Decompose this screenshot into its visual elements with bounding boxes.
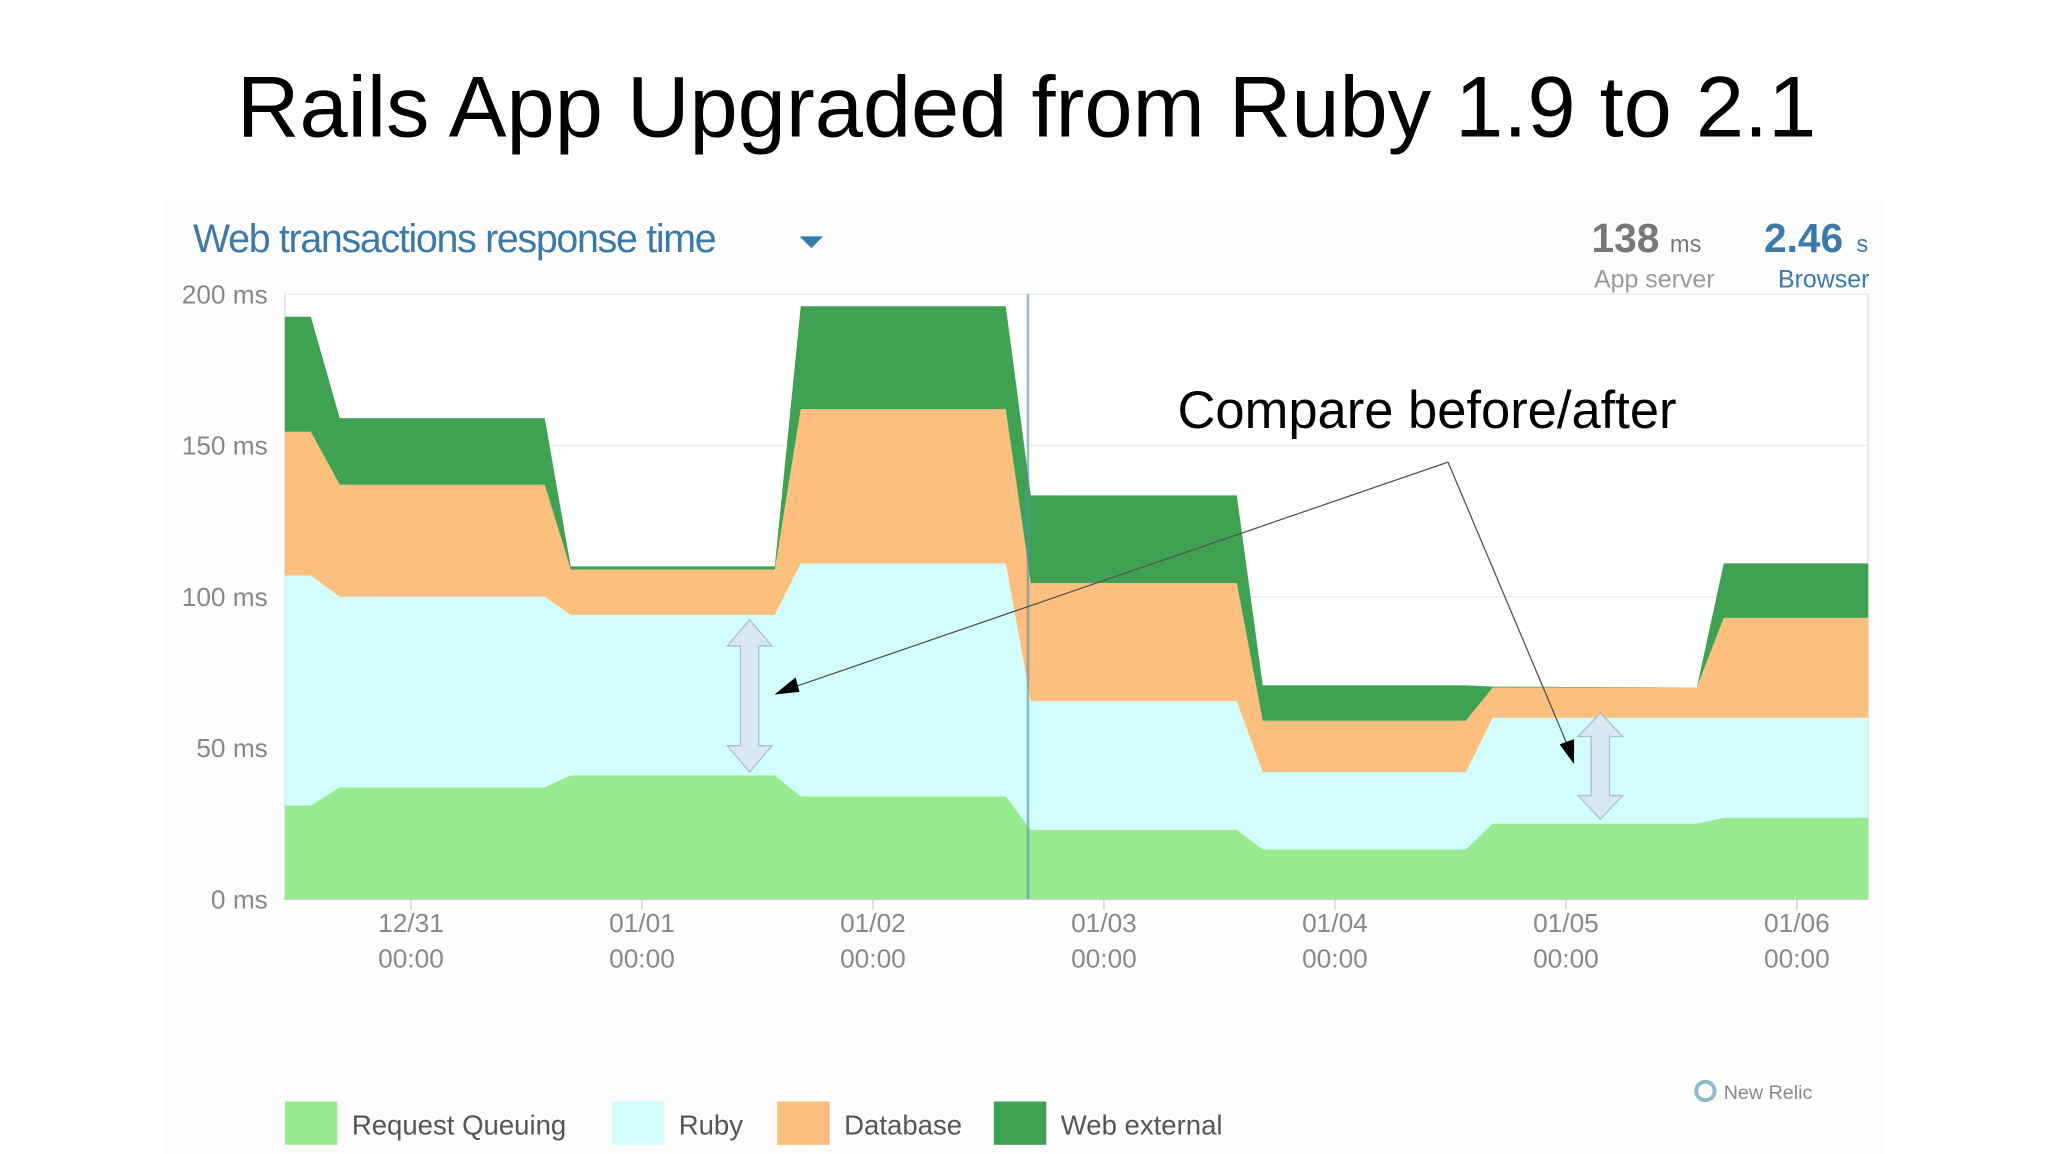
area — [284, 409, 1869, 773]
brand: New Relic — [1724, 1082, 1813, 1104]
annotation: Compare before/after — [1178, 381, 1677, 440]
annotation-arrows — [725, 461, 1625, 821]
stat-value: 138 — [1592, 215, 1660, 261]
legend-label: Request Queuing — [352, 1109, 566, 1140]
brand-logo — [1694, 1079, 1717, 1103]
x-tick-text: 12/31 00:00 — [378, 909, 444, 975]
x-tick-label: 01/06 00:00 — [1764, 909, 1830, 975]
legend-label: Ruby — [679, 1109, 744, 1140]
x-tick-text: 01/03 00:00 — [1071, 909, 1137, 975]
dropdown-arrow[interactable] — [799, 236, 824, 249]
x-tick-text: 01/04 00:00 — [1302, 909, 1368, 975]
legend: Request Queuing Ruby Database Web external — [284, 1101, 1223, 1145]
area — [284, 306, 1869, 721]
y-tick-label: 50 ms — [196, 733, 267, 763]
legend-swatch — [611, 1101, 665, 1145]
x-tick-label: 01/02 00:00 — [840, 909, 906, 975]
arrowhead — [774, 677, 800, 695]
stat-unit: s — [1856, 232, 1868, 258]
widget-title[interactable]: Web transactions response time — [193, 217, 717, 261]
arrow-line — [1447, 461, 1570, 749]
x-tick-label: 01/01 00:00 — [609, 909, 675, 975]
x-tick-text: 01/06 00:00 — [1764, 909, 1830, 975]
double-arrow — [725, 618, 774, 773]
stat-label: App server — [1594, 266, 1715, 294]
plot: 0 ms 50 ms 100 ms 150 ms 200 ms 12/31 00:00 01… — [182, 279, 1869, 975]
slide-title: Rails App Upgraded from Ruby 1.9 to 2.1 — [237, 60, 1816, 156]
area — [284, 563, 1869, 850]
stat-value: 2.46 — [1764, 215, 1843, 261]
y-tick-label: 0 ms — [211, 884, 268, 914]
x-tick-label: 01/04 00:00 — [1302, 909, 1368, 975]
x-tick-text: 01/01 00:00 — [609, 909, 675, 975]
x-tick-text: 01/02 00:00 — [840, 909, 906, 975]
x-tick-label: 01/03 00:00 — [1071, 909, 1137, 975]
arrow-line — [787, 461, 1449, 690]
y-tick-label: 200 ms — [182, 279, 268, 309]
stat-unit: ms — [1670, 232, 1702, 258]
legend-swatch — [777, 1101, 830, 1145]
x-tick-text: 01/05 00:00 — [1533, 909, 1599, 975]
x-tick-label: 01/05 00:00 — [1533, 909, 1599, 975]
stat-label: Browser — [1778, 266, 1869, 294]
y-tick-label: 100 ms — [182, 582, 268, 612]
legend-label: Web external — [1061, 1109, 1223, 1140]
legend-label: Database — [844, 1109, 962, 1140]
legend-swatch — [993, 1101, 1047, 1145]
area — [284, 775, 1869, 900]
y-tick-label: 150 ms — [182, 431, 268, 461]
x-tick-label: 12/31 00:00 — [378, 909, 444, 975]
double-arrow — [1576, 711, 1625, 821]
arrowhead — [1559, 739, 1575, 765]
legend-swatch — [284, 1101, 338, 1145]
